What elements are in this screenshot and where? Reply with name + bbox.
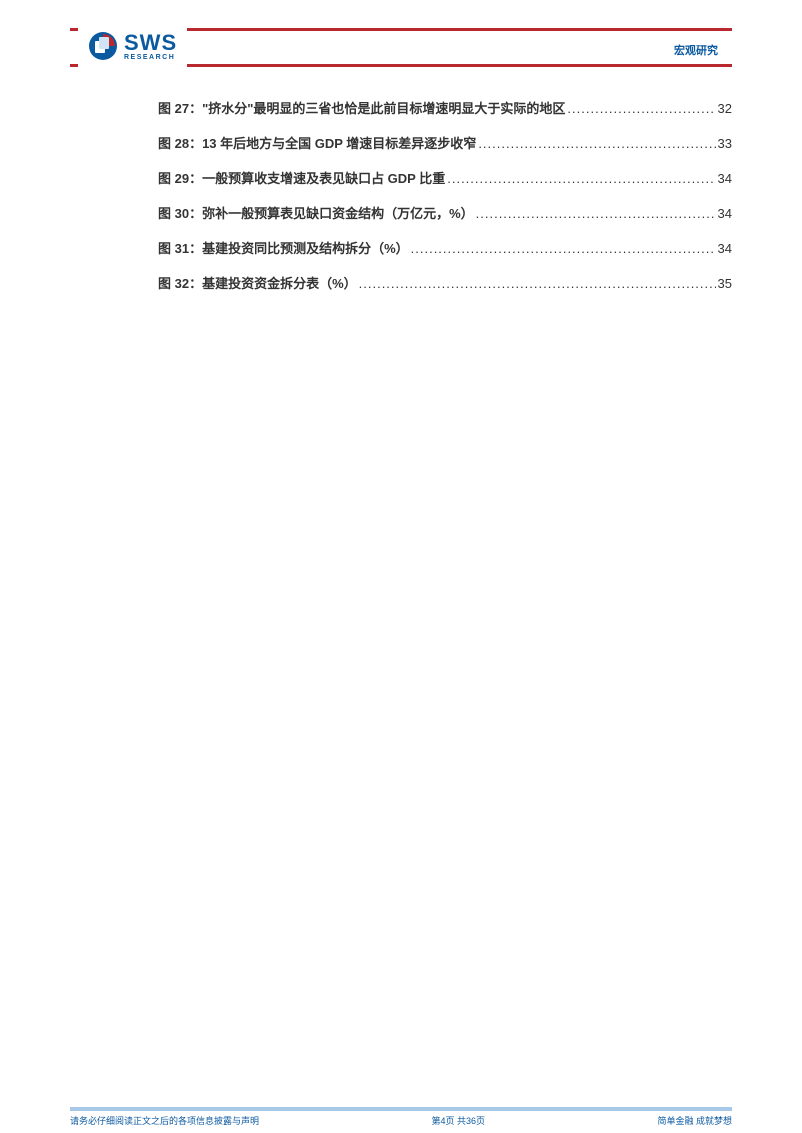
- toc-entry: 图 29：一般预算收支增速及表见缺口占 GDP 比重 34: [158, 168, 732, 187]
- toc-entry: 图 28：13 年后地方与全国 GDP 增速目标差异逐步收窄 33: [158, 133, 732, 152]
- footer-pagination: 第4页 共36页: [431, 1114, 485, 1127]
- toc-page: 35: [718, 276, 732, 291]
- logo-text: SWS RESEARCH: [124, 32, 177, 61]
- footer-disclaimer: 请务必仔细阅读正文之后的各项信息披露与声明: [70, 1114, 259, 1127]
- header-category: 宏观研究: [668, 42, 724, 58]
- footer-rule: [70, 1107, 732, 1111]
- toc-entry: 图 31：基建投资同比预测及结构拆分（%） 34: [158, 238, 732, 257]
- toc-leader: [411, 241, 716, 256]
- toc-leader: [359, 276, 716, 291]
- toc-label: 图 31：基建投资同比预测及结构拆分（%）: [158, 238, 409, 257]
- toc-label: 图 30：弥补一般预算表见缺口资金结构（万亿元，%）: [158, 203, 474, 222]
- sws-logo-icon: [88, 31, 118, 61]
- toc-page: 32: [718, 101, 732, 116]
- toc-leader: [476, 206, 716, 221]
- logo: SWS RESEARCH: [78, 22, 187, 70]
- toc-page: 34: [718, 206, 732, 221]
- toc-entry: 图 27："挤水分"最明显的三省也恰是此前目标增速明显大于实际的地区 32: [158, 98, 732, 117]
- logo-main-text: SWS: [124, 32, 177, 54]
- toc-label: 图 29：一般预算收支增速及表见缺口占 GDP 比重: [158, 168, 445, 187]
- toc-entry: 图 32：基建投资资金拆分表（%） 35: [158, 273, 732, 292]
- toc-label: 图 27："挤水分"最明显的三省也恰是此前目标增速明显大于实际的地区: [158, 98, 565, 117]
- toc-label: 图 32：基建投资资金拆分表（%）: [158, 273, 357, 292]
- toc-leader: [478, 136, 715, 151]
- logo-sub-text: RESEARCH: [124, 54, 177, 61]
- toc-page: 33: [718, 136, 732, 151]
- page-footer: 请务必仔细阅读正文之后的各项信息披露与声明 第4页 共36页 简单金融 成就梦想: [0, 1103, 802, 1133]
- footer-slogan: 简单金融 成就梦想: [657, 1114, 732, 1127]
- toc-page: 34: [718, 171, 732, 186]
- footer-text-row: 请务必仔细阅读正文之后的各项信息披露与声明 第4页 共36页 简单金融 成就梦想: [70, 1114, 732, 1127]
- toc-leader: [447, 171, 715, 186]
- toc-label: 图 28：13 年后地方与全国 GDP 增速目标差异逐步收窄: [158, 133, 476, 152]
- toc-entry: 图 30：弥补一般预算表见缺口资金结构（万亿元，%） 34: [158, 203, 732, 222]
- page-header: SWS RESEARCH 宏观研究: [0, 0, 802, 70]
- toc-leader: [567, 101, 715, 116]
- toc-page: 34: [718, 241, 732, 256]
- toc-content: 图 27："挤水分"最明显的三省也恰是此前目标增速明显大于实际的地区 32 图 …: [0, 70, 802, 292]
